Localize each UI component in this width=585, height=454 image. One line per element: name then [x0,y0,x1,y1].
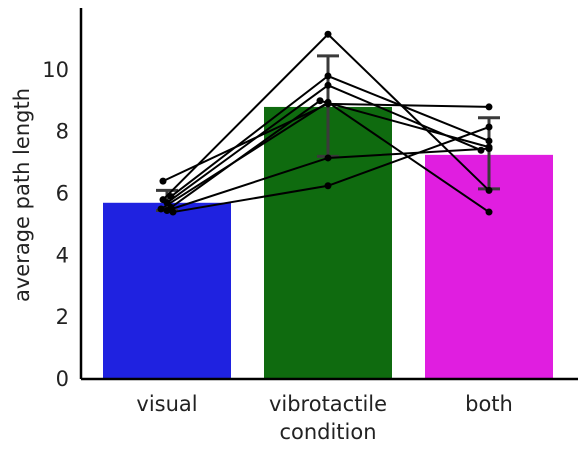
subject-point-both [486,137,493,144]
x-tick-label-both: both [465,392,513,416]
subject-point-vibrotactile [325,154,332,161]
y-tick-label: 10 [42,58,69,82]
y-tick-label: 0 [56,367,69,391]
x-tick-label-visual: visual [136,392,197,416]
x-axis-title: condition [279,420,376,444]
subject-point-visual [160,178,167,185]
y-tick-label: 2 [56,305,69,329]
x-tick-label-vibrotactile: vibrotactile [269,392,387,416]
subject-point-both [486,209,493,216]
subject-point-vibrotactile [325,82,332,89]
subject-point-both [486,124,493,131]
subject-point-vibrotactile [325,73,332,80]
subject-point-both [486,187,493,194]
y-tick-label: 4 [56,243,69,267]
bar-visual [103,203,231,379]
subject-point-vibrotactile [325,99,332,106]
y-tick-label: 8 [56,120,69,144]
subject-point-both [486,145,493,152]
subject-point-visual [170,209,177,216]
y-axis-title: average path length [10,88,34,302]
subject-point-visual [164,207,171,214]
subject-point-both [486,103,493,110]
y-tick-label: 6 [56,182,69,206]
subject-point-visual [158,205,165,212]
subject-point-vibrotactile [317,97,324,104]
subject-point-vibrotactile [325,182,332,189]
subject-point-vibrotactile [325,31,332,38]
